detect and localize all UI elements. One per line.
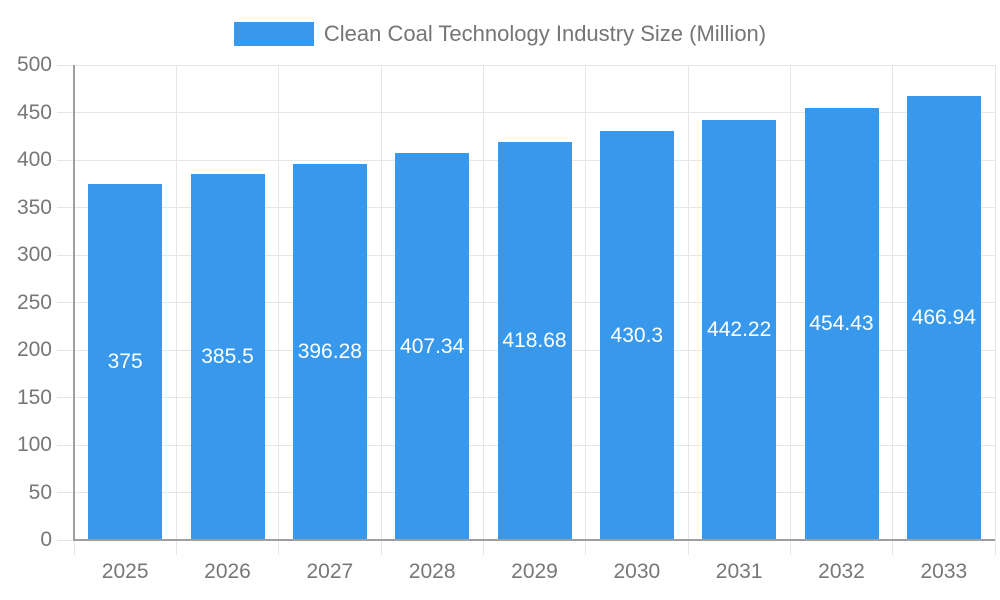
x-gridline — [585, 65, 587, 555]
legend-swatch — [233, 22, 314, 46]
x-axis-tick-label: 2031 — [715, 560, 763, 583]
y-gridline — [57, 64, 995, 66]
bar-value-label: 442.22 — [707, 317, 772, 341]
y-axis-tick-label: 100 — [16, 433, 52, 456]
bar[interactable] — [599, 131, 674, 540]
y-axis-tick-label: 350 — [16, 195, 52, 219]
y-axis-tick-label: 300 — [16, 243, 52, 266]
x-axis-tick-label: 2033 — [920, 560, 968, 583]
bar[interactable] — [190, 173, 265, 540]
bar-value-label: 407.34 — [400, 334, 465, 358]
x-axis-tick-label: 2025 — [101, 560, 149, 583]
y-axis-line — [73, 65, 75, 541]
x-axis-tick-label: 2028 — [408, 560, 456, 583]
legend-label: Clean Coal Technology Industry Size (Mil… — [323, 21, 767, 46]
y-axis-tick-label: 150 — [16, 385, 52, 409]
bar-value-label: 385.5 — [201, 344, 254, 368]
bar-value-label: 454.43 — [809, 312, 874, 336]
bar-value-label: 375 — [107, 349, 143, 373]
x-axis-tick-label: 2026 — [204, 560, 251, 583]
x-gridline — [687, 65, 689, 555]
x-gridline — [892, 65, 894, 555]
x-axis-tick-label: 2029 — [511, 560, 558, 583]
y-axis-tick-label: 50 — [28, 480, 52, 504]
y-axis-tick-label: 400 — [16, 148, 52, 171]
bar[interactable] — [292, 163, 367, 540]
x-gridline — [789, 65, 791, 555]
bar[interactable] — [88, 183, 163, 540]
x-gridline — [380, 65, 382, 555]
x-axis-tick-label: 2027 — [306, 560, 354, 583]
bar-value-label: 430.3 — [610, 323, 664, 347]
y-axis-tick-label: 0 — [40, 528, 52, 551]
bar-value-label: 466.94 — [911, 306, 976, 330]
y-axis-tick-label: 200 — [16, 338, 52, 361]
bar[interactable] — [804, 108, 879, 540]
x-axis-tick-label: 2032 — [818, 560, 865, 583]
bar[interactable] — [702, 119, 777, 540]
y-axis-tick-label: 450 — [16, 100, 52, 124]
x-axis-tick-label: 2030 — [613, 560, 661, 583]
bar[interactable] — [497, 142, 572, 540]
y-gridline — [57, 112, 995, 113]
x-gridline — [175, 65, 177, 555]
x-gridline — [994, 65, 996, 555]
bar-value-label: 418.68 — [502, 329, 567, 353]
legend[interactable]: Clean Coal Technology Industry Size (Mil… — [0, 21, 1000, 46]
bar[interactable] — [906, 96, 981, 540]
x-gridline — [482, 65, 484, 555]
x-gridline — [278, 65, 280, 555]
bar[interactable] — [395, 153, 470, 540]
bar-value-label: 396.28 — [297, 339, 362, 363]
y-axis-tick-label: 500 — [16, 53, 52, 76]
y-axis-tick-label: 250 — [16, 290, 52, 314]
x-axis-line — [73, 539, 995, 541]
